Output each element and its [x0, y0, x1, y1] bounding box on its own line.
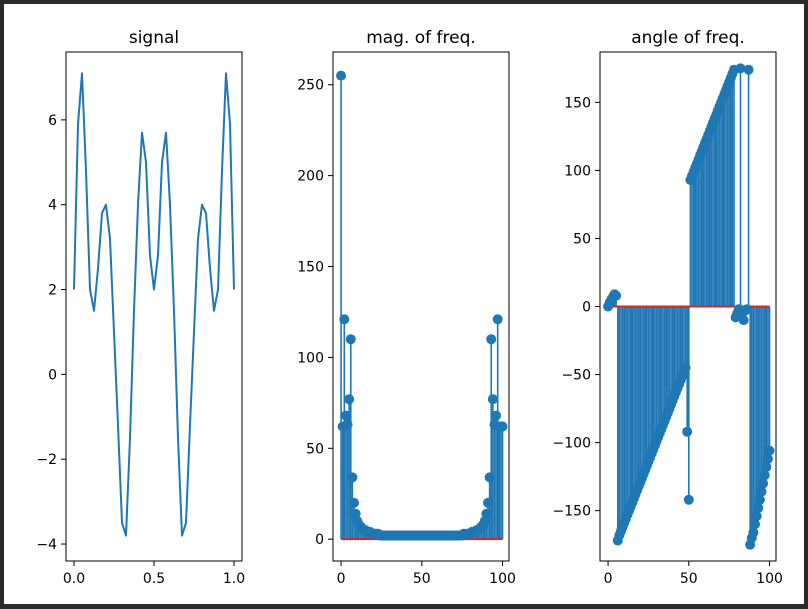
stem-marker [348, 497, 359, 508]
stem-marker [484, 472, 495, 483]
stem-marker [497, 421, 508, 432]
stem-marker [758, 478, 769, 489]
stem-marker [347, 472, 358, 483]
x-tick-label: 0 [337, 571, 346, 587]
stem-marker [345, 334, 356, 345]
stem-marker [483, 497, 494, 508]
signal-line [73, 72, 235, 537]
x-tick-label: 1.0 [223, 571, 245, 587]
x-tick-label: 50 [680, 571, 698, 587]
y-tick-label: 50 [573, 231, 591, 247]
stem-marker [492, 314, 503, 325]
y-tick-label: 0 [48, 367, 57, 383]
subplot-1: signal 0.0 0.5 1.0 −4 −2 0 2 4 6 [36, 28, 245, 587]
stem-marker [344, 394, 355, 405]
stem-marker [487, 394, 498, 405]
figure-svg: signal 0.0 0.5 1.0 −4 −2 0 2 4 6 mag. of freq. 0 50 1… [36, 28, 783, 587]
y-tick-label: 2 [48, 283, 57, 299]
stem-marker [682, 426, 693, 437]
stem-marker [751, 511, 762, 522]
stem-marker [741, 304, 752, 315]
x-tick-label: 50 [413, 571, 431, 587]
x-tick-label: 0.5 [143, 571, 165, 587]
stem-marker [762, 453, 773, 464]
stem-marker [491, 410, 502, 421]
subplot-3: angle of freq. 0 50 100 −150 −100 −50 0 50 100 150 [553, 28, 783, 587]
y-tick-label: 150 [564, 95, 591, 111]
stem-marker [339, 314, 350, 325]
stem-marker [750, 519, 761, 530]
subplot-title: signal [129, 28, 179, 48]
y-tick-label: −150 [553, 504, 591, 520]
stem-marker [759, 470, 770, 481]
y-tick-label: 100 [564, 163, 591, 179]
stem-marker [481, 508, 492, 519]
y-tick-label: −2 [36, 452, 57, 468]
stem-marker [756, 486, 767, 497]
stem-marker [340, 410, 351, 421]
y-tick-label: 6 [48, 113, 57, 129]
stem-marker [680, 362, 691, 373]
stem-marker [342, 419, 353, 430]
y-tick-label: 0 [582, 300, 591, 316]
subplot-title: angle of freq. [631, 28, 745, 48]
stem-marker [486, 334, 497, 345]
stem-marker [754, 494, 765, 505]
y-tick-label: 250 [297, 78, 324, 94]
y-tick-label: −50 [561, 368, 591, 384]
x-tick-label: 0 [604, 571, 613, 587]
x-tick-label: 100 [756, 571, 783, 587]
y-tick-label: 0 [315, 532, 324, 548]
y-tick-label: −4 [36, 537, 57, 553]
axes-frame [332, 51, 510, 562]
y-tick-label: −100 [553, 436, 591, 452]
stem-marker [735, 63, 746, 74]
stem-marker [753, 502, 764, 513]
y-tick-label: 50 [306, 441, 324, 457]
y-tick-label: 100 [297, 350, 324, 366]
stem-marker [683, 494, 694, 505]
y-tick-label: 200 [297, 169, 324, 185]
y-tick-label: 150 [297, 260, 324, 276]
stem-marker [611, 290, 622, 301]
subplot-title: mag. of freq. [366, 28, 476, 48]
stem-marker [738, 315, 749, 326]
x-tick-label: 100 [489, 571, 516, 587]
stem-marker [743, 64, 754, 75]
x-tick-label: 0.0 [63, 571, 85, 587]
stem-marker [764, 445, 775, 456]
y-tick-label: 4 [48, 198, 57, 214]
stem-marker [761, 462, 772, 473]
stem-marker [336, 70, 347, 81]
subplot-2: mag. of freq. 0 50 100 0 50 100 150 200 250 [297, 28, 516, 587]
stem-marker [748, 527, 759, 538]
figure-canvas: signal 0.0 0.5 1.0 −4 −2 0 2 4 6 mag. of freq. 0 50 1… [4, 4, 804, 604]
